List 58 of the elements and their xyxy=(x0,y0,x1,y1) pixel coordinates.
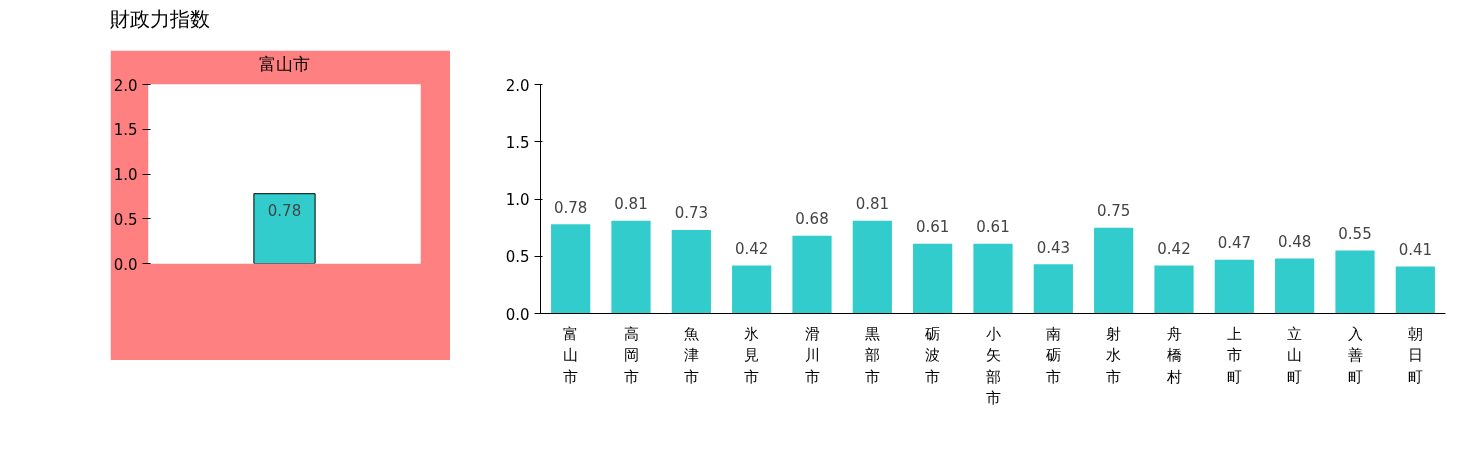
y-tick-label: 1.5 xyxy=(505,133,530,152)
x-tick-label: 滑川市 xyxy=(804,324,820,386)
bar xyxy=(671,229,711,314)
bar xyxy=(732,265,772,314)
bar xyxy=(1154,265,1194,314)
bar xyxy=(1214,259,1254,314)
data-label: 0.42 xyxy=(1157,239,1191,258)
data-label: 0.48 xyxy=(1277,233,1312,252)
x-tick-label: 小矢部市 xyxy=(985,324,1001,408)
x-tick-label: 富山市 xyxy=(563,324,579,386)
y-tick-label: 0.5 xyxy=(113,210,138,229)
x-tick-label: 魚津市 xyxy=(683,324,699,386)
y-tick-label: 0.5 xyxy=(505,248,530,267)
y-tick-label: 2.0 xyxy=(505,76,530,95)
x-tick-label: 砺波市 xyxy=(924,324,941,386)
x-tick-label: 上市町 xyxy=(1226,324,1242,386)
x-tick-label: 朝日町 xyxy=(1407,324,1423,386)
bar xyxy=(792,235,832,314)
bar xyxy=(611,220,651,314)
x-tick-label: 入善町 xyxy=(1347,324,1363,386)
bar xyxy=(551,224,591,314)
x-tick-label: 射水市 xyxy=(1106,324,1122,386)
y-tick-label: 1.0 xyxy=(113,166,138,184)
data-label: 0.73 xyxy=(674,204,709,223)
x-tick-label: 氷見市 xyxy=(744,324,760,386)
data-label: 0.61 xyxy=(976,218,1010,237)
bar xyxy=(973,243,1013,314)
bar xyxy=(1094,227,1134,314)
x-tick-label: 黒部市 xyxy=(864,324,880,386)
data-label: 0.61 xyxy=(915,218,950,237)
bar xyxy=(1335,250,1375,314)
bar xyxy=(1395,266,1435,314)
bar xyxy=(1275,258,1315,314)
data-label: 0.55 xyxy=(1338,225,1372,244)
y-tick-label: 0.0 xyxy=(505,305,530,324)
x-tick-label: 立山町 xyxy=(1287,324,1303,386)
data-label: 0.78 xyxy=(267,202,302,221)
data-label: 0.47 xyxy=(1217,234,1252,253)
chart-title: 財政力指数 xyxy=(110,6,210,33)
data-label: 0.68 xyxy=(795,210,829,229)
data-label: 0.43 xyxy=(1036,238,1071,257)
bar xyxy=(913,243,953,314)
data-label: 0.81 xyxy=(855,195,890,214)
data-label: 0.41 xyxy=(1398,241,1433,260)
data-label: 0.81 xyxy=(614,195,648,214)
x-tick-label: 南砺市 xyxy=(1044,324,1061,386)
y-tick-label: 0.0 xyxy=(113,255,138,274)
x-tick-label: 高岡市 xyxy=(623,324,639,386)
x-tick-label: 富山市 xyxy=(259,53,310,74)
data-label: 0.42 xyxy=(734,239,769,258)
y-tick-label: 2.0 xyxy=(113,76,138,95)
data-label: 0.78 xyxy=(553,198,588,217)
data-label: 0.75 xyxy=(1096,202,1131,221)
y-tick-label: 1.5 xyxy=(113,121,138,140)
y-tick-label: 1.0 xyxy=(505,191,530,209)
bar xyxy=(1033,264,1073,314)
bar xyxy=(852,220,892,314)
x-tick-label: 舟橋村 xyxy=(1165,324,1182,386)
